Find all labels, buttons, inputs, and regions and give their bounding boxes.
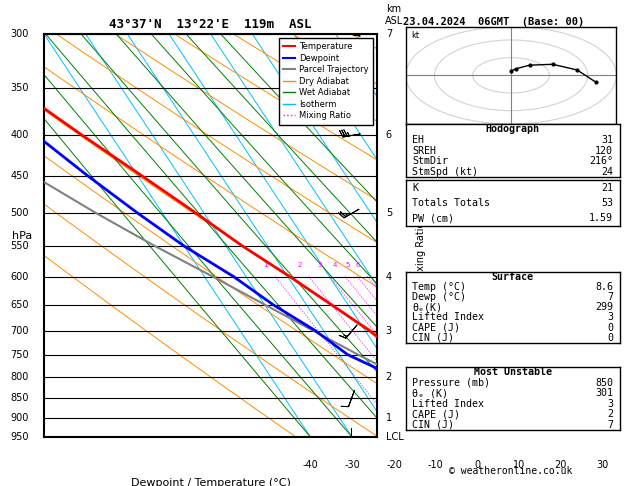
Text: Dewp (°C): Dewp (°C) [412,292,466,302]
Text: 31: 31 [601,135,613,145]
Text: 850: 850 [11,394,29,403]
Text: 3: 3 [318,262,322,268]
Text: 5: 5 [386,208,392,218]
Text: 7: 7 [607,420,613,430]
Text: kt: kt [411,31,420,40]
Text: 800: 800 [11,372,29,382]
Text: θₑ(K): θₑ(K) [412,302,442,312]
Text: 2: 2 [386,372,392,382]
Text: 6: 6 [355,262,360,268]
Text: Dewpoint / Temperature (°C): Dewpoint / Temperature (°C) [131,478,291,486]
Text: 301: 301 [595,388,613,398]
Text: 0: 0 [607,323,613,332]
Text: 1.59: 1.59 [589,213,613,223]
Title: 43°37'N  13°22'E  119m  ASL: 43°37'N 13°22'E 119m ASL [109,18,312,32]
Text: CAPE (J): CAPE (J) [412,323,460,332]
Text: 20: 20 [555,460,567,469]
Text: Totals Totals: Totals Totals [412,198,490,208]
Text: 900: 900 [11,414,29,423]
Text: SREH: SREH [412,146,436,156]
Text: 1: 1 [386,414,392,423]
Text: 4: 4 [386,272,392,281]
Text: 2: 2 [607,409,613,419]
Text: 4: 4 [333,262,338,268]
Text: 0: 0 [474,460,481,469]
Text: 120: 120 [595,146,613,156]
Text: Temp (°C): Temp (°C) [412,282,466,292]
Text: 850: 850 [595,378,613,388]
Text: Most Unstable: Most Unstable [474,367,552,377]
Text: 5: 5 [345,262,350,268]
Text: K: K [412,183,418,192]
Text: Lifted Index: Lifted Index [412,399,484,409]
Text: 450: 450 [11,171,29,181]
Text: -30: -30 [345,460,360,469]
Text: PW (cm): PW (cm) [412,213,454,223]
Text: 216°: 216° [589,156,613,166]
Text: 400: 400 [11,130,29,139]
Text: CIN (J): CIN (J) [412,332,454,343]
Legend: Temperature, Dewpoint, Parcel Trajectory, Dry Adiabat, Wet Adiabat, Isotherm, Mi: Temperature, Dewpoint, Parcel Trajectory… [279,38,373,124]
Text: 600: 600 [11,272,29,281]
Text: 650: 650 [11,299,29,310]
Text: Lifted Index: Lifted Index [412,312,484,323]
Text: CIN (J): CIN (J) [412,420,454,430]
Text: 23.04.2024  06GMT  (Base: 00): 23.04.2024 06GMT (Base: 00) [403,17,584,27]
Text: Hodograph: Hodograph [486,124,540,134]
Text: -20: -20 [386,460,402,469]
Text: LCL: LCL [386,433,403,442]
Text: © weatheronline.co.uk: © weatheronline.co.uk [449,466,572,476]
Text: km
ASL: km ASL [385,4,403,26]
Text: 7: 7 [607,292,613,302]
Text: 3: 3 [386,326,392,335]
Text: 7: 7 [386,29,392,39]
Text: 350: 350 [11,83,29,93]
Text: 10: 10 [513,460,525,469]
Text: 2: 2 [297,262,301,268]
Text: 3: 3 [607,399,613,409]
Text: 550: 550 [11,241,29,251]
Text: -10: -10 [428,460,443,469]
Text: StmDir: StmDir [412,156,448,166]
Text: StmSpd (kt): StmSpd (kt) [412,167,478,177]
Text: 750: 750 [11,349,29,360]
Text: Surface: Surface [492,272,533,282]
Text: 299: 299 [595,302,613,312]
Text: 300: 300 [11,29,29,39]
Text: 950: 950 [11,433,29,442]
Text: 700: 700 [11,326,29,335]
Text: θₑ (K): θₑ (K) [412,388,448,398]
Text: 1: 1 [264,262,268,268]
Text: 24: 24 [601,167,613,177]
Text: 500: 500 [11,208,29,218]
Text: 6: 6 [386,130,392,139]
Text: 0: 0 [607,332,613,343]
Text: 30: 30 [596,460,608,469]
Text: hPa: hPa [12,231,33,241]
Text: 21: 21 [601,183,613,192]
Text: 3: 3 [607,312,613,323]
Text: Mixing Ratio (g/kg): Mixing Ratio (g/kg) [416,190,426,282]
Text: 53: 53 [601,198,613,208]
Text: EH: EH [412,135,424,145]
Text: 8.6: 8.6 [595,282,613,292]
Text: -40: -40 [303,460,319,469]
Text: CAPE (J): CAPE (J) [412,409,460,419]
Text: Pressure (mb): Pressure (mb) [412,378,490,388]
